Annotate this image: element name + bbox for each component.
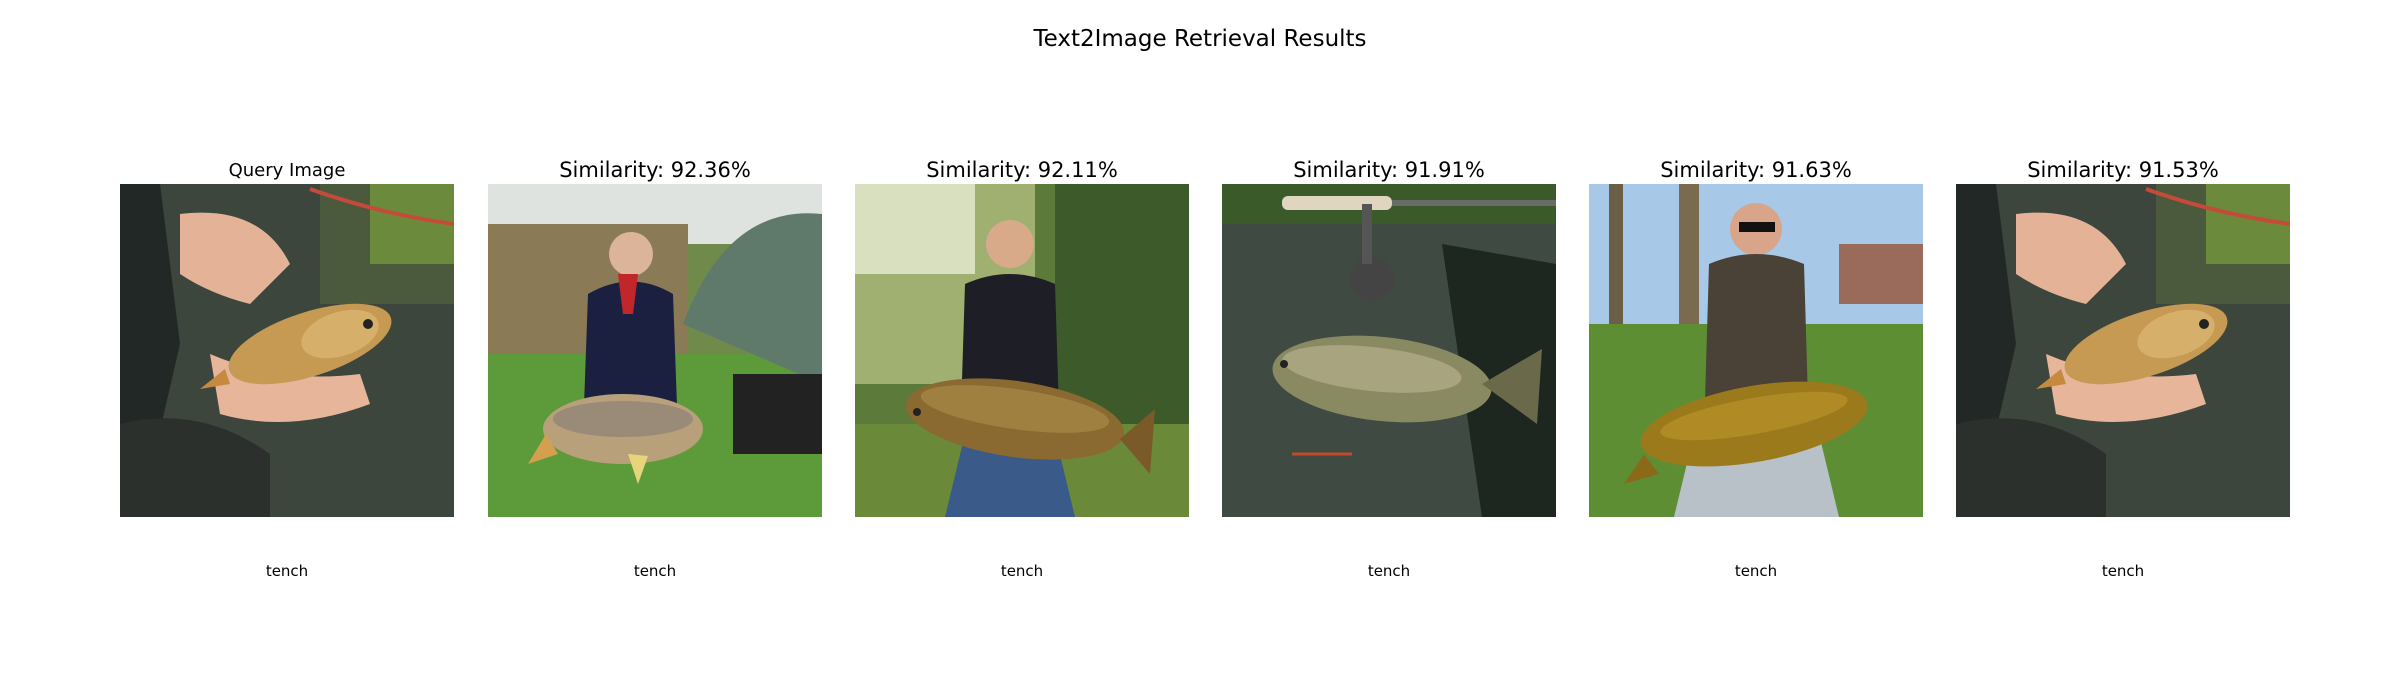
panel-label: tench <box>1367 562 1411 580</box>
panel-label: tench <box>2101 562 2145 580</box>
panel-title: Similarity: 91.63% <box>1660 158 1852 182</box>
result-image <box>1589 184 1923 517</box>
result-image <box>855 184 1189 517</box>
panel-title: Similarity: 92.11% <box>926 158 1118 182</box>
panel-label: tench <box>633 562 677 580</box>
panel-title: Similarity: 91.91% <box>1293 158 1485 182</box>
panel-label: tench <box>1000 562 1044 580</box>
panel-label: tench <box>265 562 309 580</box>
result-image <box>1222 184 1556 517</box>
panel-label: tench <box>1734 562 1778 580</box>
panel-title: Similarity: 91.53% <box>2027 158 2219 182</box>
result-image <box>1956 184 2290 517</box>
query-image <box>120 184 454 517</box>
result-image <box>488 184 822 517</box>
panel-title: Similarity: 92.36% <box>559 158 751 182</box>
figure-title: Text2Image Retrieval Results <box>1033 26 1367 52</box>
panel-title: Query Image <box>228 160 346 181</box>
